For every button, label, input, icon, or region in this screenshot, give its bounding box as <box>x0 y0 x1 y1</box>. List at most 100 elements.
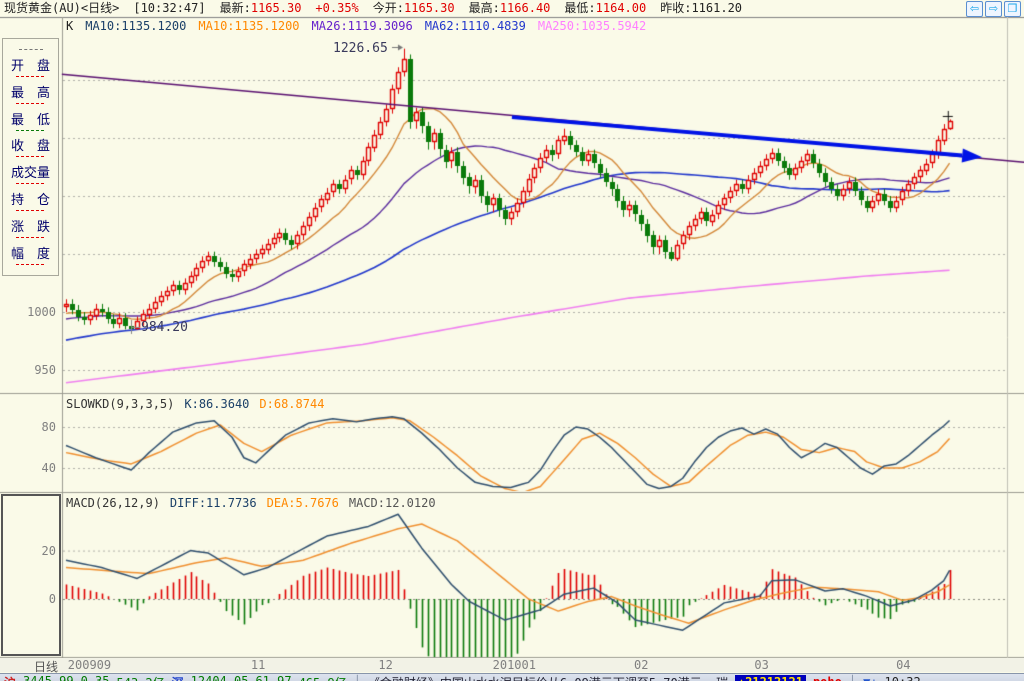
sidebar-item-dash <box>16 210 45 212</box>
macd-header: MACD(26,12,9) DIFF:11.7736 DEA:5.7676 MACD… <box>66 496 436 510</box>
sidebar-item-收盘[interactable]: 收 盘 <box>10 139 50 158</box>
macd-value: MACD:12.0120 <box>348 496 436 510</box>
macd-title: MACD(26,12,9) <box>66 496 160 510</box>
x-tick: 200909 <box>67 658 112 672</box>
counter-badge: ▲21212121 <box>734 675 806 681</box>
sidebar-item-label: 收 盘 <box>10 139 50 155</box>
instrument-title: 现货黄金(AU)<日线> <box>4 1 120 15</box>
y-axis-label: 950 <box>34 363 56 377</box>
quote-field: 最新:1165.30 <box>220 0 302 17</box>
sidebar-item-label: 幅 度 <box>10 247 50 263</box>
sidebar-item-dash <box>16 156 45 158</box>
quote-field-value: 1161.20 <box>691 1 743 15</box>
quote-field-label: 昨收: <box>660 1 692 15</box>
news-ticker[interactable]: 《金融财经》中国山水水泥目标价从6.09港元下调至5.70港元, 瑞士信贷 <box>368 674 728 681</box>
x-tick: 12 <box>378 658 393 672</box>
sidebar-item-label: 开 盘 <box>10 58 50 74</box>
sidebar-item-dash <box>16 264 45 266</box>
sidebar-item-最高[interactable]: 最 高 <box>10 85 50 104</box>
sidebar-item-label: 最 低 <box>10 112 50 128</box>
sidebar-item-幅度[interactable]: 幅 度 <box>10 247 50 266</box>
quote-field: 今开:1165.30 <box>373 0 455 17</box>
sidebar-item-dash <box>16 237 45 239</box>
active-indicator-frame <box>1 494 61 656</box>
status-bar: 沪 3445.99 0.35 543.2亿深 12404.05 61.97 465.9亿 │… <box>0 673 1024 681</box>
index-value: 543.2亿 <box>117 674 165 681</box>
quote-field: 最高:1166.40 <box>469 0 551 17</box>
sidebar-item-最低[interactable]: 最 低 <box>10 112 50 131</box>
sidebar-item-涨跌[interactable]: 涨 跌 <box>10 220 50 239</box>
quote-field: 昨收:1161.20 <box>660 0 742 17</box>
sidebar-item-成交量[interactable]: 成交量 <box>10 166 50 185</box>
quote-field: 最低:1164.00 <box>564 0 646 17</box>
sidebar-item-label: 涨 跌 <box>10 220 50 236</box>
index-tickers: 沪 3445.99 0.35 543.2亿深 12404.05 61.97 465.9亿 <box>4 674 347 681</box>
y-axis-label: 0 <box>48 592 56 606</box>
sidebar-item-label: 持 仓 <box>10 193 50 209</box>
quote-field-label: 最新: <box>219 1 251 15</box>
ma-legend-item: MA26:1119.3096 <box>311 19 413 33</box>
y-axis-label: 40 <box>41 461 56 475</box>
sidebar-item-dash <box>16 75 45 77</box>
quote-field-value: 1165.30 <box>250 1 302 15</box>
forward-icon[interactable]: ⇨ <box>985 1 1002 17</box>
y-axis-label: 20 <box>41 543 56 558</box>
back-icon[interactable]: ⇦ <box>966 1 983 17</box>
sidebar-item-dash <box>16 183 45 185</box>
x-tick: 11 <box>250 658 266 672</box>
sidebar-item-label: 成交量 <box>10 166 50 182</box>
index-icon: 沪 <box>4 674 16 681</box>
x-tick: 03 <box>754 658 769 672</box>
index-value: 0.35 <box>80 673 110 681</box>
index-value: 465.9亿 <box>299 674 347 681</box>
sidebar-item-持仓[interactable]: 持 仓 <box>10 193 50 212</box>
macd-value: DIFF:11.7736 <box>169 496 257 510</box>
quote-field-value: 1166.40 <box>499 1 551 15</box>
ma-legend: K MA10:1135.1200 MA10:1135.1200 MA26:1119.3… <box>66 19 646 33</box>
peak-price-annotation: 1226.65 <box>333 41 388 56</box>
slowkd-value: K:86.3640 <box>184 397 250 411</box>
cascade-windows-icon[interactable]: ❐ <box>1004 1 1021 17</box>
quote-field-value: +0.35% <box>315 1 359 15</box>
x-tick: 02 <box>633 658 649 672</box>
x-tick: 04 <box>896 658 911 672</box>
y-axis-label: 1000 <box>27 305 56 319</box>
period-label[interactable]: 日线 <box>33 660 58 674</box>
quote-header-bar: 现货黄金(AU)<日线> [10:32:47] 最新:1165.30 +0.35%… <box>0 0 1024 17</box>
slowkd-value: D:68.8744 <box>259 397 325 411</box>
index-value: 12404.05 <box>190 673 249 681</box>
ma-legend-item: MA62:1110.4839 <box>424 19 526 33</box>
slowkd-title: SLOWKD(9,3,3,5) <box>66 397 175 411</box>
quote-field-value: 1165.30 <box>404 1 455 15</box>
sidebar-item-dash <box>16 102 45 104</box>
status-clock: 10:32 <box>885 675 921 681</box>
ma-legend-item: MA10:1135.1200 <box>85 19 187 33</box>
ma-legend-item: K <box>66 19 74 33</box>
status-divider: │ <box>849 675 856 681</box>
status-divider: │ <box>354 675 361 681</box>
index-value: 61.97 <box>255 673 292 681</box>
server-time: [10:32:47] <box>133 1 206 15</box>
quote-field-label: 今开: <box>372 1 405 15</box>
trough-price-annotation: 984.20 <box>141 320 188 335</box>
quote-fields: 最新:1165.30 +0.35% 今开:1165.30 最高:1166.40 最低:1… <box>220 0 742 17</box>
quote-field-label: 最高: <box>468 1 500 15</box>
ma-legend-item: MA10:1135.1200 <box>198 19 300 33</box>
brand-label: poho <box>813 675 842 681</box>
slowkd-header: SLOWKD(9,3,3,5) K:86.3640 D:68.8744 <box>66 397 324 411</box>
sidebar-item-dash <box>16 129 45 131</box>
field-selector-panel: 开 盘最 高最 低收 盘成交量持 仓涨 跌幅 度 <box>2 38 59 276</box>
x-tick: 201001 <box>492 658 536 672</box>
index-value: 3445.99 <box>23 673 74 681</box>
sidebar-item-label: 最 高 <box>10 85 50 101</box>
quote-field-value: 1164.00 <box>595 1 647 15</box>
y-axis-label: 80 <box>41 420 56 434</box>
ma-legend-item: MA250:1035.5942 <box>537 19 647 33</box>
index-icon: 深 <box>172 674 184 681</box>
filter-download-icons[interactable]: ▼↓ <box>863 675 877 681</box>
macd-value: DEA:5.7676 <box>266 496 339 510</box>
sidebar-item-开盘[interactable]: 开 盘 <box>10 58 50 77</box>
x-axis: 日线 200909 11 12 201001 02 03 04 <box>0 658 1024 674</box>
